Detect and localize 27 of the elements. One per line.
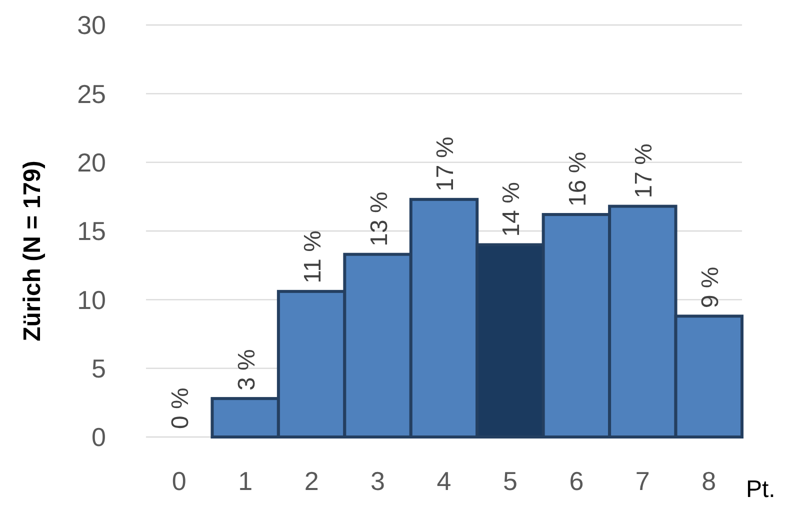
x-tick-label: 0 bbox=[172, 466, 186, 496]
x-axis-title: Pt. bbox=[746, 476, 776, 503]
data-label: 0 % bbox=[167, 388, 194, 429]
x-tick-label: 1 bbox=[238, 466, 253, 496]
y-tick-label: 0 bbox=[92, 422, 106, 452]
y-tick-label: 30 bbox=[77, 10, 106, 40]
y-tick-label: 20 bbox=[77, 147, 106, 178]
y-tick-label: 15 bbox=[77, 216, 106, 246]
y-tick-label: 25 bbox=[77, 78, 106, 109]
data-label: 17 % bbox=[630, 144, 658, 198]
x-tick-label: 2 bbox=[304, 466, 319, 496]
data-label: 9 % bbox=[696, 266, 724, 308]
x-tick-label: 8 bbox=[702, 466, 716, 496]
data-label: 16 % bbox=[564, 152, 592, 207]
x-tick-label: 5 bbox=[502, 466, 518, 496]
data-label: 17 % bbox=[432, 136, 459, 192]
data-label: 11 % bbox=[300, 230, 327, 284]
y-tick-label: 5 bbox=[92, 353, 106, 384]
y-tick-label: 10 bbox=[77, 284, 106, 315]
x-tick-label: 4 bbox=[436, 466, 452, 496]
x-tick-label: 3 bbox=[370, 466, 386, 496]
x-tick-label: 7 bbox=[635, 466, 650, 496]
x-tick-label: 6 bbox=[569, 466, 584, 496]
data-label: 14 % bbox=[498, 182, 526, 237]
y-axis-title: Zürich (N = 179) bbox=[19, 160, 46, 342]
data-label: 13 % bbox=[366, 192, 393, 246]
data-label: 3 % bbox=[233, 349, 260, 391]
